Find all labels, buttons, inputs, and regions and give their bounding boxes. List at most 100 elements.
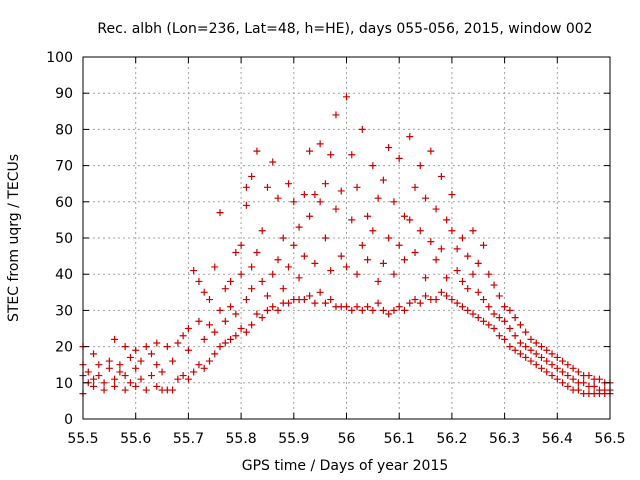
data-point [285, 263, 293, 271]
data-point [427, 147, 435, 155]
data-point [290, 241, 298, 249]
data-point [485, 321, 493, 329]
data-point [511, 346, 519, 354]
data-point [285, 180, 293, 188]
data-point [385, 310, 393, 318]
data-point [126, 353, 134, 361]
x-tick-label: 55.9 [278, 431, 309, 447]
data-point [216, 306, 224, 314]
data-point [432, 296, 440, 304]
data-point [490, 310, 498, 318]
data-point [184, 346, 192, 354]
data-point [522, 328, 530, 336]
data-point [564, 372, 572, 380]
y-tick-label: 10 [55, 376, 73, 392]
data-point [495, 314, 503, 322]
data-point [105, 364, 113, 372]
data-point [90, 350, 98, 358]
data-point [474, 288, 482, 296]
data-point [522, 343, 530, 351]
data-point [516, 350, 524, 358]
data-point [548, 361, 556, 369]
data-point [422, 292, 430, 300]
data-point [358, 241, 366, 249]
data-point [90, 375, 98, 383]
data-point [580, 379, 588, 387]
data-point [242, 328, 250, 336]
y-tick-label: 60 [55, 195, 73, 211]
data-point [506, 325, 514, 332]
data-point [263, 292, 271, 300]
data-point [400, 306, 408, 314]
data-point [474, 259, 482, 267]
data-point [184, 375, 192, 383]
data-point [543, 368, 551, 376]
data-point [416, 299, 424, 307]
data-point [432, 256, 440, 264]
data-point [495, 332, 503, 340]
data-point [569, 375, 577, 383]
data-point [116, 368, 124, 376]
data-point [448, 296, 456, 304]
data-point [353, 183, 361, 191]
x-tick-label: 56 [338, 431, 356, 447]
data-point [148, 372, 156, 380]
data-point [443, 274, 451, 282]
data-point [516, 339, 524, 347]
data-point [369, 306, 377, 314]
data-point [227, 303, 235, 311]
data-point [200, 335, 208, 343]
data-point [169, 386, 177, 394]
data-point [274, 194, 282, 202]
data-point [480, 241, 488, 249]
data-point [332, 205, 340, 213]
data-point [132, 346, 140, 354]
data-point [532, 361, 540, 369]
data-point [495, 292, 503, 300]
y-axis-title: STEC from uqrg / TECUs [6, 154, 22, 322]
data-point [279, 234, 287, 242]
data-point [548, 372, 556, 380]
data-point [190, 267, 198, 275]
data-point [142, 386, 150, 394]
data-point [311, 299, 319, 307]
data-point [227, 277, 235, 285]
chart-title: Rec. albh (Lon=236, Lat=48, h=HE), days … [97, 21, 592, 37]
data-point [464, 306, 472, 314]
data-point [411, 248, 419, 256]
data-point [137, 357, 145, 365]
data-point [532, 339, 540, 347]
x-tick-label: 56.2 [436, 431, 467, 447]
data-point [469, 310, 477, 318]
data-point [416, 227, 424, 235]
data-point [453, 299, 461, 307]
data-point [395, 241, 403, 249]
data-point [522, 353, 530, 361]
x-tick-label: 55.6 [120, 431, 151, 447]
data-point [279, 285, 287, 293]
data-point [364, 256, 372, 264]
data-point [221, 317, 229, 325]
data-point [432, 205, 440, 213]
data-point [548, 350, 556, 358]
data-point [390, 198, 398, 206]
data-point [379, 306, 387, 314]
data-point [379, 176, 387, 184]
data-point [248, 285, 256, 293]
data-point [137, 375, 145, 383]
data-point [195, 277, 203, 285]
data-point [437, 288, 445, 296]
data-point [537, 364, 545, 372]
data-point [485, 303, 493, 311]
y-tick-label: 100 [46, 50, 73, 66]
data-point [153, 339, 161, 347]
data-point [390, 270, 398, 278]
data-point [269, 158, 277, 166]
data-point [358, 306, 366, 314]
data-point [142, 343, 150, 351]
data-point [585, 372, 593, 380]
data-point [427, 238, 435, 246]
data-point [501, 303, 509, 311]
data-point [511, 332, 519, 340]
y-tick-labels: 0 10 20 30 40 50 60 70 80 90 100 [46, 50, 73, 428]
